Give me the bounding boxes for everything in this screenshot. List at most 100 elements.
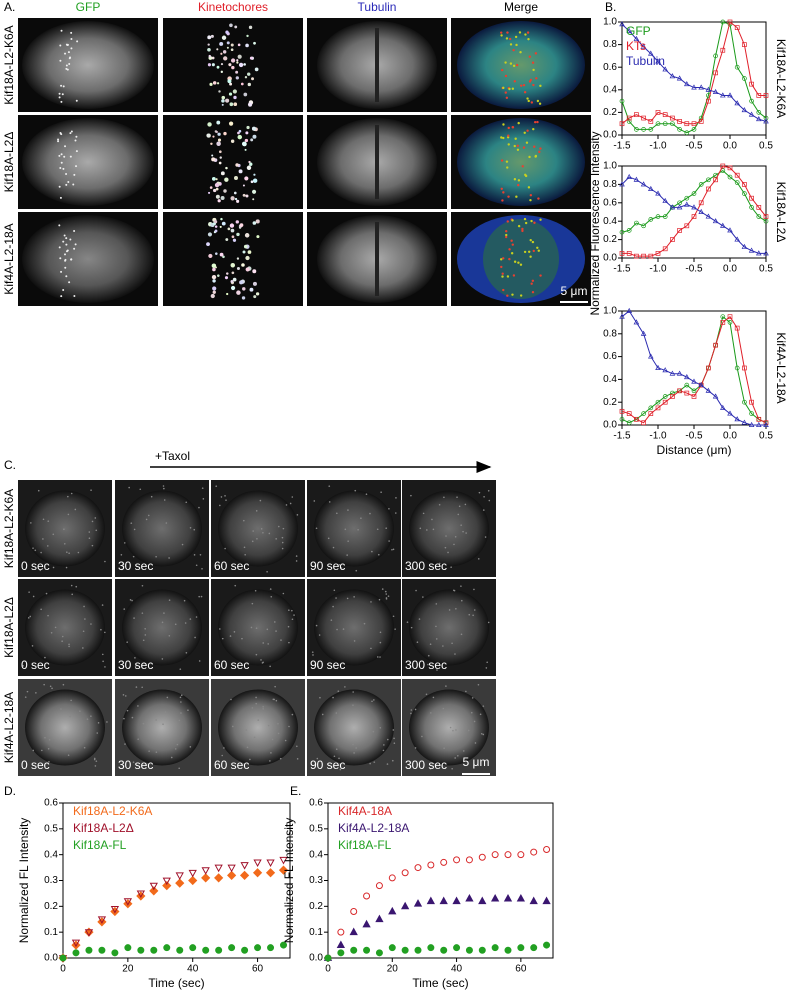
- noise: [451, 642, 453, 645]
- y-tick-label: 0.1: [309, 927, 323, 938]
- noise: [373, 699, 375, 701]
- noise: [256, 537, 258, 540]
- row-label: Kif18A-L2Δ: [2, 597, 16, 658]
- point: [85, 946, 93, 954]
- noise: [313, 500, 316, 502]
- noise: [429, 767, 432, 770]
- point: [734, 416, 740, 422]
- kt-spot: [504, 61, 507, 64]
- kinetochore-spot: [214, 266, 218, 269]
- kt-spot: [530, 282, 533, 285]
- point: [253, 859, 262, 868]
- series-line: [621, 21, 766, 125]
- point: [634, 127, 639, 132]
- noise: [486, 661, 488, 664]
- point: [712, 393, 719, 399]
- noise: [279, 757, 282, 760]
- column-label: Kinetochores: [198, 0, 268, 14]
- x-tick-label: 0.5: [759, 264, 773, 275]
- point: [748, 111, 755, 117]
- noise: [467, 729, 470, 732]
- point: [734, 325, 740, 331]
- point: [669, 204, 676, 210]
- noise: [90, 715, 92, 717]
- noise: [267, 724, 270, 727]
- kinetochore-spot: [225, 30, 229, 34]
- noise: [141, 612, 144, 614]
- noise: [487, 490, 490, 492]
- point: [691, 394, 697, 399]
- noise: [380, 491, 382, 493]
- kinetochore-spot: [240, 82, 244, 86]
- noise: [296, 758, 299, 760]
- kt-spot: [524, 33, 527, 36]
- point: [619, 313, 625, 319]
- point: [503, 893, 513, 902]
- noise: [27, 617, 30, 619]
- kt-spot: [501, 199, 504, 202]
- kt-spot: [531, 290, 535, 294]
- kinetochore-spot: [211, 176, 216, 181]
- point: [712, 88, 719, 95]
- kinetochore-spot: [237, 54, 242, 59]
- kt-spot: [522, 83, 526, 87]
- point: [677, 388, 682, 394]
- point: [684, 382, 690, 388]
- kt-spot: [502, 136, 505, 140]
- noise: [189, 618, 192, 620]
- kt-spot: [521, 165, 524, 168]
- point: [163, 944, 171, 952]
- point: [175, 878, 185, 888]
- spot: [74, 243, 77, 246]
- spot: [66, 43, 69, 46]
- noise: [335, 597, 337, 599]
- micrograph: [307, 212, 447, 306]
- noise: [457, 513, 460, 516]
- point: [742, 182, 747, 187]
- kt-spot: [536, 246, 539, 249]
- kinetochore-spot: [223, 56, 228, 61]
- noise: [83, 605, 85, 608]
- noise: [416, 641, 419, 644]
- noise: [282, 592, 285, 595]
- kt-spot: [521, 227, 524, 231]
- point: [727, 227, 733, 233]
- point: [136, 890, 145, 899]
- noise: [483, 495, 485, 498]
- noise: [414, 747, 417, 749]
- point: [749, 411, 754, 416]
- kinetochore-spot: [227, 227, 231, 231]
- kinetochore-spot: [236, 59, 239, 62]
- kinetochore-spot: [207, 43, 210, 46]
- noise: [253, 736, 256, 739]
- cell: [22, 215, 154, 303]
- kinetochore-spot: [229, 23, 233, 28]
- noise: [386, 763, 389, 765]
- point: [350, 946, 358, 954]
- kinetochore-spot: [216, 65, 220, 69]
- noise: [344, 686, 346, 688]
- kinetochore-spot: [212, 286, 217, 291]
- spot: [62, 167, 65, 170]
- micrograph: [163, 18, 303, 112]
- noise: [30, 522, 32, 524]
- noise: [353, 752, 355, 754]
- kt-spot: [517, 121, 520, 125]
- point: [706, 93, 711, 98]
- noise: [458, 505, 461, 508]
- noise: [391, 759, 394, 762]
- time-label: 300 sec: [405, 559, 447, 573]
- point: [763, 118, 769, 124]
- kt-spot: [527, 250, 531, 254]
- noise: [232, 725, 234, 728]
- y-tick-label: 0.6: [44, 798, 58, 809]
- point: [619, 408, 625, 414]
- y-tick-label: 0.6: [603, 197, 617, 208]
- point: [175, 872, 184, 880]
- noise: [43, 683, 45, 686]
- kinetochore-spot: [245, 255, 250, 261]
- kinetochore-spot: [251, 126, 257, 131]
- noise: [387, 738, 389, 741]
- kt-spot: [507, 143, 510, 146]
